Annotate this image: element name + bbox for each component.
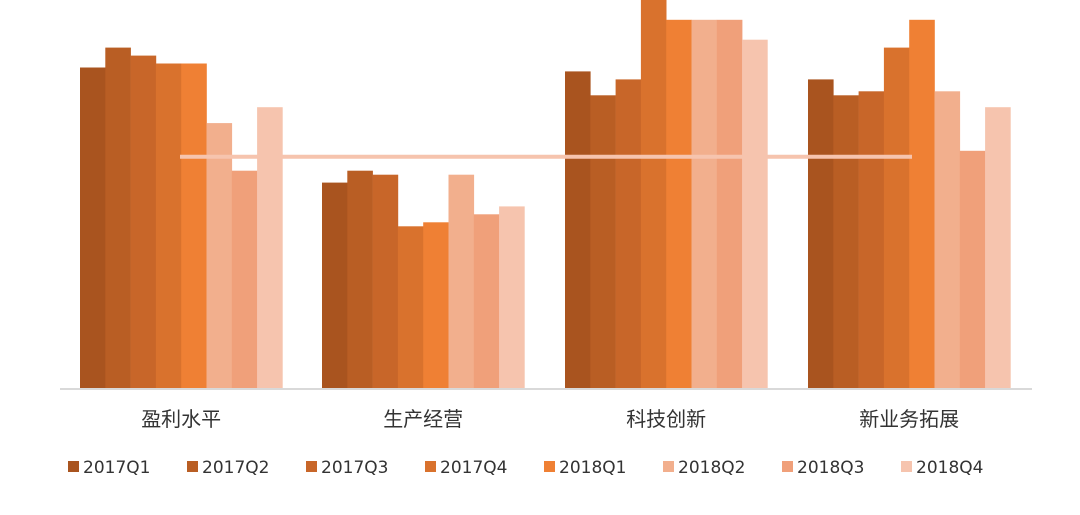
bar-0-0	[80, 67, 106, 389]
bar-3-2	[858, 91, 885, 390]
bar-0-2	[130, 55, 157, 389]
legend-swatch-1	[187, 461, 198, 472]
bar-1-7	[499, 206, 525, 389]
bar-0-3	[155, 63, 182, 389]
bar-2-3	[640, 0, 667, 389]
bar-1-1	[347, 170, 373, 389]
bar-3-7	[985, 107, 1011, 389]
bar-3-3	[883, 47, 910, 389]
bar-0-6	[231, 170, 258, 389]
bar-2-1	[590, 95, 616, 390]
bar-2-4	[666, 19, 692, 390]
bar-3-5	[934, 91, 961, 390]
legend-swatch-4	[544, 461, 555, 472]
bar-1-0	[322, 182, 348, 389]
legend-label-1: 2017Q2	[202, 458, 269, 478]
bar-0-5	[206, 123, 233, 389]
bar-1-2	[372, 174, 399, 389]
category-label-1: 生产经营	[383, 407, 463, 431]
legend-label-2: 2017Q3	[321, 458, 388, 478]
legend-swatch-6	[782, 461, 793, 472]
bar-3-6	[959, 150, 986, 389]
legend-swatch-7	[901, 461, 912, 472]
bar-2-2	[615, 79, 642, 390]
bar-3-0	[808, 79, 834, 390]
bar-2-5	[691, 19, 718, 390]
legend-swatch-5	[663, 461, 674, 472]
legend-label-5: 2018Q2	[678, 458, 745, 478]
legend-label-4: 2018Q1	[559, 458, 626, 478]
bar-2-7	[742, 39, 768, 389]
bar-1-4	[423, 222, 449, 389]
bar-1-5	[448, 174, 475, 389]
legend: 2017Q1 2017Q2 2017Q3 2017Q4 2018Q1 2018Q2 2018…	[68, 458, 983, 478]
bar-1-3	[397, 226, 424, 389]
bar-0-4	[181, 63, 207, 389]
bar-3-1	[833, 95, 859, 390]
legend-label-6: 2018Q3	[797, 458, 864, 478]
bar-0-7	[257, 107, 283, 389]
bar-0-1	[105, 47, 131, 389]
category-label-3: 新业务拓展	[859, 407, 959, 431]
category-label-0: 盈利水平	[141, 407, 221, 431]
legend-label-0: 2017Q1	[83, 458, 150, 478]
legend-swatch-3	[425, 461, 436, 472]
bar-2-0	[565, 71, 591, 390]
category-label-2: 科技创新	[626, 407, 706, 431]
legend-label-3: 2017Q4	[440, 458, 507, 478]
bar-1-6	[473, 214, 500, 389]
legend-swatch-0	[68, 461, 79, 472]
legend-swatch-2	[306, 461, 317, 472]
bar-2-6	[716, 19, 743, 390]
category-labels: 盈利水平 生产经营 科技创新 新业务拓展	[141, 407, 959, 431]
bars-layer	[80, 0, 1011, 390]
legend-label-7: 2018Q4	[916, 458, 983, 478]
bar-3-4	[909, 19, 935, 390]
